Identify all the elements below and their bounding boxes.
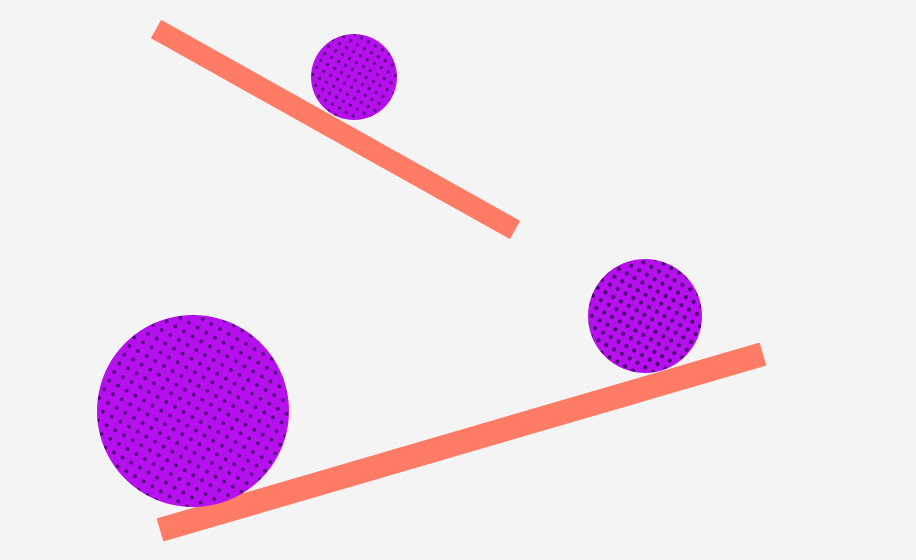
small-ball[interactable] — [311, 34, 397, 120]
upper-ramp[interactable] — [150, 19, 521, 240]
lower-ramp[interactable] — [156, 342, 767, 542]
medium-ball[interactable] — [588, 259, 702, 373]
large-ball[interactable] — [97, 315, 289, 507]
